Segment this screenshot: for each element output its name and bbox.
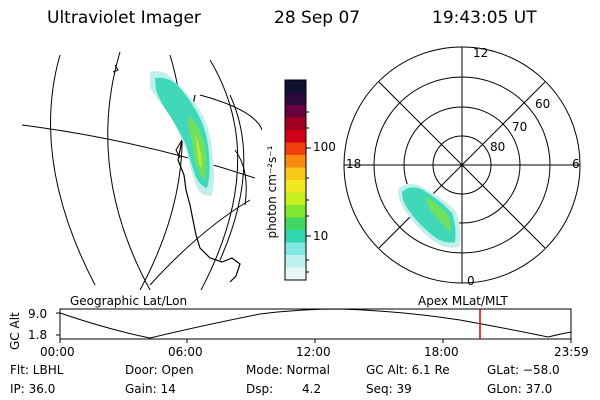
instrument-title: Ultraviolet Imager xyxy=(47,8,201,28)
info-glat: GLat: −58.0 xyxy=(487,363,560,377)
info-glon: GLon: 37.0 xyxy=(487,382,553,396)
colorbar-band xyxy=(285,242,306,256)
info-flt: Flt: LBHL xyxy=(10,363,64,377)
mlt-label-top: 12 xyxy=(473,46,489,60)
geographic-map xyxy=(22,51,262,290)
mlt-label-bottom: 0 xyxy=(467,274,475,288)
colorbar-band xyxy=(285,80,306,94)
mlat-label-60: 60 xyxy=(535,97,551,111)
mlt-label-right: 6 xyxy=(572,157,580,171)
alt-xtick-3: 18:00 xyxy=(424,345,459,359)
colorbar-tick-10: 10 xyxy=(313,229,329,243)
colorbar-band xyxy=(285,105,306,119)
info-ip: IP: 36.0 xyxy=(10,382,56,396)
mlt-label-left: 18 xyxy=(346,157,362,171)
colorbar-band xyxy=(285,167,306,181)
alt-ylabel: GC Alt xyxy=(8,312,22,350)
aurora-polar xyxy=(398,183,461,248)
colorbar-band xyxy=(285,255,306,269)
colorbar-band xyxy=(285,205,306,219)
colorbar-band xyxy=(285,92,306,106)
info-door: Door: Open xyxy=(125,363,194,377)
time-label: 19:43:05 UT xyxy=(432,8,537,28)
polar-plot xyxy=(343,46,581,284)
colorbar xyxy=(285,80,306,281)
colorbar-tick-100: 100 xyxy=(313,140,336,154)
colorbar-band xyxy=(285,155,306,169)
alt-ytick-1-8: 1.8 xyxy=(28,328,48,342)
colorbar-band xyxy=(285,117,306,131)
info-seq: Seq: 39 xyxy=(366,382,412,396)
info-dsp-label: Dsp: xyxy=(246,382,274,396)
info-dsp-value: 4.2 xyxy=(302,382,322,396)
colorbar-ticks xyxy=(306,111,311,273)
alt-xtick-4: 23:59 xyxy=(554,345,589,359)
colorbar-frame xyxy=(284,79,307,281)
colorbar-band xyxy=(285,217,306,231)
info-gain: Gain: 14 xyxy=(125,382,176,396)
colorbar-band xyxy=(285,142,306,156)
colorbar-band xyxy=(285,192,306,206)
colorbar-band xyxy=(285,180,306,194)
mlat-label-80: 80 xyxy=(490,140,506,154)
info-gc-alt: GC Alt: 6.1 Re xyxy=(366,363,450,377)
colorbar-band xyxy=(285,267,306,281)
mlat-label-70: 70 xyxy=(512,120,528,134)
date-label: 28 Sep 07 xyxy=(274,8,361,28)
alt-ytick-9: 9.0 xyxy=(28,307,48,321)
apex-label: Apex MLat/MLT xyxy=(418,294,508,308)
colorbar-band xyxy=(285,230,306,244)
geographic-label: Geographic Lat/Lon xyxy=(70,294,188,308)
alt-xtick-0: 00:00 xyxy=(40,345,75,359)
colorbar-band xyxy=(285,130,306,144)
alt-xtick-2: 12:00 xyxy=(296,345,331,359)
info-mode: Mode: Normal xyxy=(246,363,330,377)
alt-xtick-1: 06:00 xyxy=(168,345,203,359)
aurora-map xyxy=(150,71,214,196)
